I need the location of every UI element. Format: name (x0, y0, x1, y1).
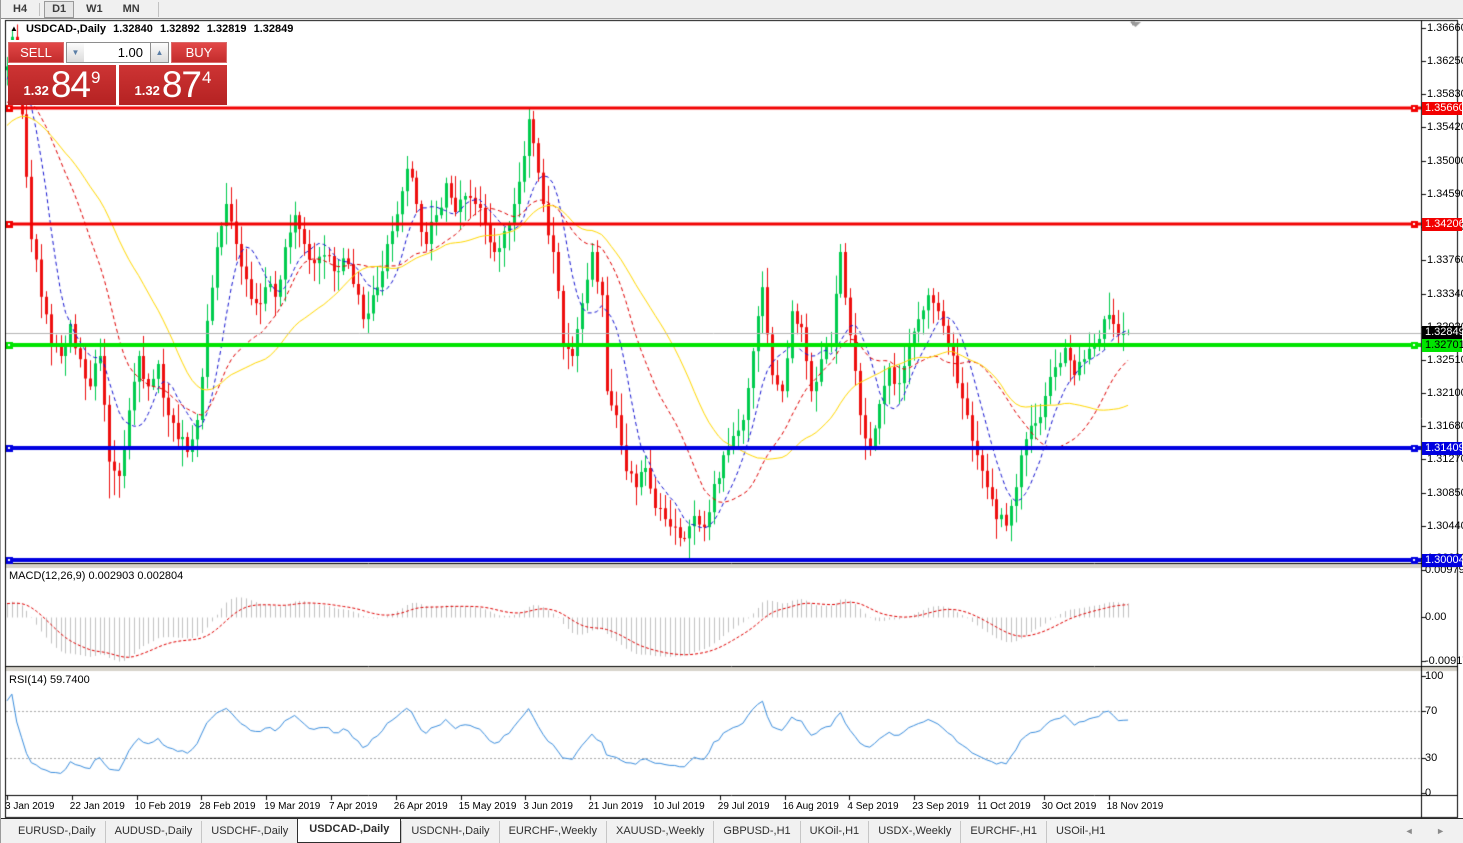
buy-price-box[interactable]: 1.32 87 4 (119, 64, 227, 105)
sell-price-base: 1.32 (23, 82, 49, 98)
ohlc-high: 1.32892 (159, 23, 200, 35)
sell-price-main: 84 (50, 64, 91, 105)
price-axis-tick: 1.33340 (1427, 287, 1463, 300)
timeframe-toolbar[interactable]: H4 D1 W1 MN (1, 0, 1463, 19)
tab-scroll-right-icon[interactable]: ► (1436, 826, 1455, 836)
price-axis-tick: 1.36660 (1427, 22, 1463, 34)
date-label: 7 Apr 2019 (329, 801, 378, 812)
tab-usdcnh-daily[interactable]: USDCNH-,Daily (401, 821, 498, 843)
collapse-panel-icon[interactable]: ▲ (10, 24, 18, 33)
date-label: 11 Oct 2019 (977, 801, 1031, 812)
tab-scroll-left-icon[interactable]: ◄ (1404, 826, 1424, 836)
chevron-down-icon: ▼ (71, 48, 80, 57)
volume-increase-button[interactable]: ▲ (150, 42, 169, 63)
hline-price-label: 1.35660 (1422, 102, 1463, 115)
date-label: 10 Jul 2019 (653, 801, 705, 812)
price-axis-tick: 1.33760 (1427, 254, 1463, 266)
date-label: 21 Jun 2019 (588, 801, 644, 812)
volume-decrease-button[interactable]: ▼ (66, 42, 85, 63)
sell-price-box[interactable]: 1.32 84 9 (8, 64, 116, 105)
timeframe-button-mn[interactable]: MN (122, 2, 140, 15)
tab-ukoil-h1[interactable]: UKOil-,H1 (799, 821, 869, 843)
buy-price-main: 87 (161, 64, 202, 105)
symbol-name: USDCAD-,Daily (25, 23, 107, 35)
date-label: 22 Jan 2019 (69, 801, 125, 812)
price-axis-tick: 1.32510 (1427, 354, 1463, 366)
rsi-axis-tick: 70 (1425, 705, 1438, 718)
price-axis-tick: 1.36250 (1427, 54, 1463, 67)
macd-indicator-label: MACD(12,26,9) 0.002903 0.002804 (9, 570, 184, 582)
tab-eurchf-h1[interactable]: EURCHF-,H1 (960, 821, 1046, 843)
date-label: 18 Nov 2019 (1106, 801, 1164, 812)
rsi-axis-tick: 100 (1425, 670, 1444, 682)
date-label: 16 Aug 2019 (782, 801, 839, 812)
ohlc-close: 1.32849 (253, 23, 294, 35)
date-label: 4 Sep 2019 (847, 801, 899, 812)
toolbar-separator (39, 2, 41, 16)
toolbar-group-separator (157, 1, 159, 17)
price-axis-tick: 1.30850 (1427, 486, 1463, 499)
hline-price-label: 1.32701 (1422, 338, 1463, 352)
date-label: 3 Jan 2019 (5, 801, 55, 812)
chart-tab-bar: EURUSD-,Daily AUDUSD-,Daily USDCHF-,Daily U… (1, 818, 1463, 843)
price-axis-tick: 1.35420 (1427, 121, 1463, 134)
chevron-up-icon: ▲ (155, 48, 164, 57)
tab-eurchf-weekly[interactable]: EURCHF-,Weekly (498, 821, 606, 843)
one-click-trading-panel: SELL ▼ ▲ BUY 1.32 84 9 1.32 87 4 (8, 40, 227, 105)
macd-axis-tick: -0.009178 (1425, 655, 1463, 668)
tab-usdcad-daily[interactable]: USDCAD-,Daily (297, 818, 402, 843)
buy-price-pip: 4 (202, 68, 212, 87)
rsi-indicator-label: RSI(14) 59.7400 (9, 674, 90, 686)
hline-price-label: 1.34206 (1422, 218, 1463, 232)
date-label: 19 Mar 2019 (264, 801, 321, 812)
sell-button[interactable]: SELL (8, 42, 64, 63)
tab-usdx-weekly[interactable]: USDX-,Weekly (868, 821, 960, 843)
rsi-axis-tick: 30 (1425, 751, 1438, 764)
sell-price-pip: 9 (91, 68, 101, 87)
tab-scroll-arrows[interactable]: ◄ ► (1405, 826, 1455, 836)
volume-input[interactable] (84, 42, 151, 63)
price-axis-tick: 1.30440 (1427, 519, 1463, 532)
buy-price-base: 1.32 (134, 82, 160, 98)
price-axis-tick: 1.31270 (1427, 453, 1463, 466)
date-label: 30 Oct 2019 (1041, 801, 1097, 812)
date-label: 29 Jul 2019 (717, 801, 770, 812)
tab-gbpusd-h1[interactable]: GBPUSD-,H1 (713, 821, 799, 843)
hline-price-label: 1.30004 (1422, 554, 1463, 568)
ohlc-open: 1.32840 (113, 23, 153, 35)
date-label: 26 Apr 2019 (393, 801, 448, 812)
price-axis-tick: 1.31680 (1427, 420, 1463, 433)
date-label: 10 Feb 2019 (134, 801, 191, 812)
price-axis-tick: 1.34590 (1427, 187, 1463, 200)
tab-eurusd-daily[interactable]: EURUSD-,Daily (18, 825, 96, 837)
tab-xauusd-weekly[interactable]: XAUUSD-,Weekly (605, 821, 713, 843)
macd-axis-tick: 0.00 (1425, 611, 1447, 623)
price-axis-tick: 1.32100 (1427, 386, 1463, 399)
hline-price-label: 1.31409 (1422, 442, 1463, 456)
date-label: 15 May 2019 (458, 801, 517, 812)
timeframe-button-d1[interactable]: D1 (44, 0, 75, 18)
timeframe-button-h4[interactable]: H4 (13, 2, 28, 15)
buy-button[interactable]: BUY (171, 42, 227, 63)
bid-price-label: 1.32849 (1422, 325, 1463, 339)
tab-usdchf-daily[interactable]: USDCHF-,Daily (201, 821, 297, 843)
date-label: 3 Jun 2019 (523, 801, 573, 812)
symbol-header[interactable]: ▲ USDCAD-,Daily 1.32840 1.32892 1.32819 … (10, 23, 297, 35)
timeframe-button-w1[interactable]: W1 (86, 2, 103, 15)
date-label: 23 Sep 2019 (912, 801, 969, 812)
price-axis-tick: 1.35830 (1427, 88, 1463, 101)
tab-usoil-h1[interactable]: USOil-,H1 (1045, 821, 1115, 843)
date-label: 28 Feb 2019 (199, 801, 256, 812)
chart-shift-marker-icon: ▼ (1129, 19, 1137, 28)
price-axis-tick: 1.35000 (1427, 154, 1463, 167)
rsi-axis-tick: 0 (1425, 787, 1432, 799)
tab-audusd-daily[interactable]: AUDUSD-,Daily (104, 821, 202, 843)
ohlc-low: 1.32819 (206, 23, 247, 35)
